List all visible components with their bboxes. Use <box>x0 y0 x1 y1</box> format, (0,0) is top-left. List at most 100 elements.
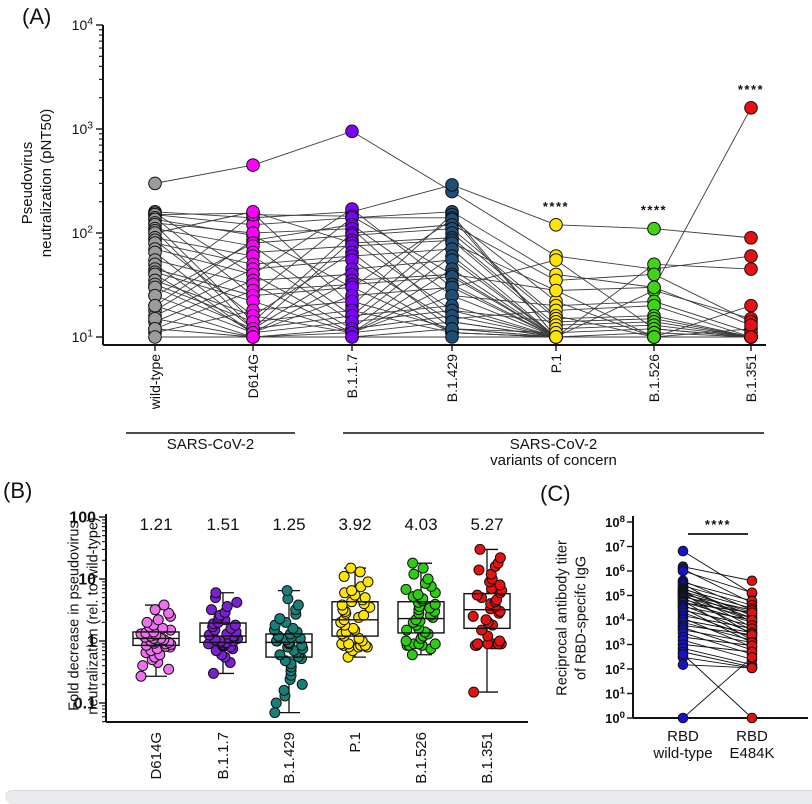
data-point-rbd-e484k <box>746 662 758 674</box>
data-point-B.1.429 <box>296 678 308 690</box>
data-point-B.1.1.7 <box>221 601 233 613</box>
y-tick-label: 106 <box>605 563 625 579</box>
box <box>331 601 379 637</box>
category-label: B.1.351 <box>479 732 496 784</box>
panel-c-letter: (C) <box>540 481 571 506</box>
data-point-B.1.351 <box>744 330 758 344</box>
data-point-D614G <box>246 204 260 219</box>
category-label: RBD <box>667 728 699 745</box>
data-point-D614G <box>163 607 175 619</box>
data-point-B.1.351 <box>471 589 483 601</box>
y-tick-label: 10 <box>78 572 96 589</box>
data-point-B.1.429 <box>292 599 304 611</box>
mean-label: 3.92 <box>338 515 371 534</box>
category-label: B.1.351 <box>743 354 759 402</box>
data-point-B.1.429 <box>274 649 286 661</box>
category-label: wild-type <box>147 354 163 410</box>
data-point-B.1.351 <box>494 635 506 647</box>
data-point-P.1 <box>354 566 366 578</box>
y-tick-label: 1 <box>87 634 96 651</box>
data-point-B.1.526 <box>408 568 420 580</box>
category-label: B.1.526 <box>646 354 662 402</box>
data-point-P.1 <box>549 217 563 232</box>
data-point-P.1 <box>359 592 371 604</box>
y-tick-label: 101 <box>72 329 94 345</box>
data-point-rbd-wild-type <box>677 659 689 670</box>
category-label: wild-type <box>652 745 712 762</box>
pair-line <box>682 636 753 647</box>
panel-a-y-axis-title-line1: Pseudovirus <box>18 141 36 225</box>
data-point-B.1.1.7 <box>345 124 359 139</box>
mean-label: 1.25 <box>272 515 305 534</box>
category-label: B.1.526 <box>413 732 430 784</box>
data-point-B.1.351 <box>467 610 479 622</box>
pair-line <box>682 590 753 614</box>
data-point-wild-type <box>148 330 162 344</box>
data-point-B.1.526 <box>429 638 441 650</box>
data-point-D614G <box>163 663 175 675</box>
data-point-P.1 <box>338 570 350 582</box>
pair-line <box>682 656 753 669</box>
pair-line <box>682 639 753 660</box>
y-tick-label: 107 <box>605 539 625 555</box>
data-point-rbd-wild-type <box>677 712 689 724</box>
data-point-D614G <box>246 158 260 172</box>
data-point-B.1.351 <box>744 230 758 245</box>
mean-label: 1.51 <box>206 515 239 534</box>
data-point-B.1.351 <box>476 624 488 636</box>
mean-label: 5.27 <box>470 515 503 534</box>
pair-line <box>682 585 753 606</box>
y-tick-label: 100 <box>69 510 96 527</box>
horizontal-scrollbar[interactable] <box>5 790 812 804</box>
category-label: B.1.1.7 <box>344 354 360 399</box>
data-point-B.1.1.7 <box>345 330 359 344</box>
y-tick-label: 100 <box>605 710 625 726</box>
data-point-D614G <box>152 614 164 626</box>
data-point-P.1 <box>345 562 357 574</box>
y-tick-label: 108 <box>605 514 625 530</box>
pair-line <box>682 566 753 582</box>
pair-line <box>682 598 753 619</box>
category-label: P.1 <box>347 732 364 753</box>
significance-stars: **** <box>738 82 764 97</box>
category-label: B.1.1.7 <box>215 732 232 780</box>
pair-line <box>682 651 753 668</box>
data-point-B.1.351 <box>744 100 758 115</box>
pair-line <box>682 601 753 623</box>
significance-stars: **** <box>705 517 731 532</box>
box <box>265 633 313 658</box>
pair-line <box>682 644 753 653</box>
y-tick-label: 105 <box>605 588 625 604</box>
group-label: SARS-CoV-2 <box>167 436 255 453</box>
group-label: variants of concern <box>490 452 617 469</box>
data-point-B.1.351 <box>744 298 758 313</box>
pair-line <box>682 615 753 629</box>
data-point-B.1.429 <box>445 178 459 192</box>
y-tick-label: 102 <box>605 661 625 677</box>
data-point-P.1 <box>336 599 348 611</box>
data-point-B.1.526 <box>422 573 434 585</box>
data-point-P.1 <box>549 253 563 267</box>
data-point-P.1 <box>362 576 374 588</box>
panel-c-y-axis-title: Reciprocal antibody titer of RBD-specifc… <box>553 540 590 696</box>
data-point-B.1.351 <box>744 318 758 332</box>
data-point-B.1.1.7 <box>210 587 222 599</box>
pair-line <box>682 550 753 594</box>
data-point-wild-type <box>148 176 162 191</box>
data-point-D614G <box>135 670 147 682</box>
box <box>463 592 511 630</box>
panel-b-y-axis-title-line2: neutralization (rel. to wild-type) <box>85 517 101 715</box>
data-point-rbd-wild-type <box>677 648 689 660</box>
pair-line <box>682 594 753 611</box>
data-point-B.1.351 <box>474 543 486 555</box>
data-point-wild-type <box>148 298 162 313</box>
y-tick-label: 103 <box>72 121 94 137</box>
data-point-B.1.351 <box>480 614 492 626</box>
data-point-rbd-e484k <box>746 712 758 724</box>
category-label: D614G <box>148 732 165 780</box>
data-point-B.1.351 <box>472 638 484 650</box>
category-label: B.1.429 <box>281 732 298 784</box>
pair-line <box>682 629 753 644</box>
pair-line <box>682 600 753 641</box>
